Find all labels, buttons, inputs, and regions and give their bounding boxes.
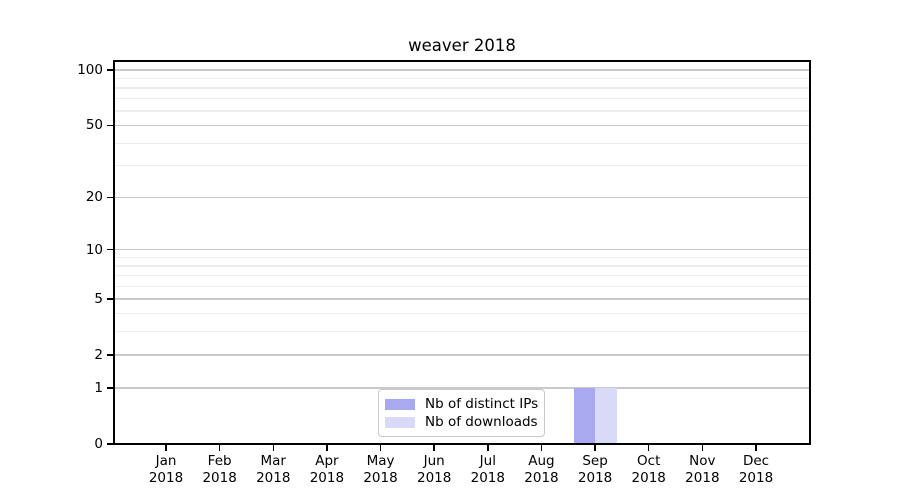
minor-gridline xyxy=(114,98,810,100)
x-tick-month: Oct xyxy=(637,453,661,469)
y-tick-mark xyxy=(107,124,114,127)
y-tick-label: 50 xyxy=(85,117,103,134)
minor-gridline xyxy=(114,265,810,267)
x-tick-month: Jan xyxy=(155,453,177,469)
legend-label: Nb of distinct IPs xyxy=(425,396,539,412)
x-tick-month: Aug xyxy=(528,453,555,469)
x-tick-mark xyxy=(326,445,328,451)
x-tick-label: Jun 2018 xyxy=(402,453,466,487)
legend: Nb of distinct IPs Nb of downloads xyxy=(378,389,546,437)
x-tick-label: Mar 2018 xyxy=(241,453,305,487)
x-tick-month: May xyxy=(366,453,395,469)
x-tick-year: 2018 xyxy=(363,470,398,486)
x-tick-label: May 2018 xyxy=(349,453,413,487)
minor-gridline xyxy=(114,110,810,112)
y-tick-label: 0 xyxy=(94,436,103,452)
x-tick-label: Jul 2018 xyxy=(456,453,520,487)
bar-nb-of-distinct-ips xyxy=(573,387,596,444)
x-tick-label: Jan 2018 xyxy=(134,453,198,487)
minor-gridline xyxy=(114,274,810,277)
x-tick-month: Dec xyxy=(742,453,770,469)
y-tick-label: 100 xyxy=(77,62,103,78)
minor-gridline xyxy=(114,87,810,89)
minor-gridline xyxy=(114,77,810,80)
minor-gridline xyxy=(114,313,810,315)
x-tick-label: Apr 2018 xyxy=(295,453,359,487)
x-tick-label: Feb 2018 xyxy=(188,453,252,487)
chart-title: weaver 2018 xyxy=(408,36,516,55)
x-tick-mark xyxy=(218,445,221,451)
y-tick-mark xyxy=(107,196,114,199)
x-tick-year: 2018 xyxy=(470,470,505,486)
x-tick-month: Feb xyxy=(207,453,232,469)
y-tick-mark xyxy=(107,443,114,445)
major-gridline xyxy=(114,354,810,356)
x-tick-month: Jun xyxy=(423,453,445,469)
x-tick-year: 2018 xyxy=(524,470,559,486)
x-tick-mark xyxy=(755,445,757,451)
y-tick-mark xyxy=(107,354,114,356)
y-tick-label: 1 xyxy=(94,379,103,396)
x-tick-mark xyxy=(165,445,167,451)
major-gridline xyxy=(114,298,810,300)
x-tick-label: Sep 2018 xyxy=(563,453,627,487)
x-tick-year: 2018 xyxy=(738,470,774,486)
x-tick-mark xyxy=(701,445,704,451)
major-gridline xyxy=(114,196,810,199)
y-tick-mark xyxy=(107,298,114,300)
legend-item: Nb of distinct IPs xyxy=(385,395,538,413)
legend-label: Nb of downloads xyxy=(425,414,538,430)
x-tick-year: 2018 xyxy=(416,470,452,486)
legend-swatch-nb-of-downloads xyxy=(385,416,415,428)
legend-swatch-nb-of-distinct-ips xyxy=(385,398,415,410)
x-tick-mark xyxy=(487,445,489,451)
x-tick-month: Nov xyxy=(689,453,716,469)
x-tick-year: 2018 xyxy=(309,470,345,486)
y-tick-label: 2 xyxy=(94,346,103,363)
major-gridline xyxy=(114,69,810,71)
y-tick-mark xyxy=(107,248,114,251)
x-tick-label: Dec 2018 xyxy=(724,453,788,487)
minor-gridline xyxy=(114,256,810,259)
x-tick-month: Mar xyxy=(260,453,286,469)
major-gridline xyxy=(114,248,810,251)
minor-gridline xyxy=(114,165,810,167)
x-tick-mark xyxy=(272,445,275,451)
x-tick-month: Apr xyxy=(315,453,339,469)
x-tick-mark xyxy=(594,445,596,451)
x-tick-year: 2018 xyxy=(685,470,720,486)
x-tick-mark xyxy=(379,445,382,451)
x-tick-month: Sep xyxy=(582,453,608,469)
x-tick-label: Nov 2018 xyxy=(670,453,734,487)
major-gridline xyxy=(114,124,810,127)
x-tick-year: 2018 xyxy=(256,470,291,486)
y-tick-mark xyxy=(107,69,114,71)
bar-nb-of-downloads xyxy=(595,387,617,444)
minor-gridline xyxy=(114,331,810,333)
x-tick-mark xyxy=(540,445,543,451)
x-tick-month: Jul xyxy=(479,453,496,469)
x-tick-year: 2018 xyxy=(202,470,237,486)
y-tick-mark xyxy=(107,387,114,389)
x-tick-year: 2018 xyxy=(148,470,184,486)
y-tick-label: 10 xyxy=(85,241,103,258)
x-tick-mark xyxy=(433,445,435,451)
x-tick-label: Aug 2018 xyxy=(509,453,573,487)
minor-gridline xyxy=(114,142,810,144)
minor-gridline xyxy=(114,285,810,287)
x-tick-year: 2018 xyxy=(577,470,613,486)
x-tick-mark xyxy=(647,445,650,451)
legend-item: Nb of downloads xyxy=(385,413,538,431)
x-tick-year: 2018 xyxy=(631,470,666,486)
major-gridline xyxy=(114,387,810,389)
x-tick-label: Oct 2018 xyxy=(617,453,681,487)
y-tick-label: 20 xyxy=(85,189,103,206)
y-tick-label: 5 xyxy=(94,290,103,307)
